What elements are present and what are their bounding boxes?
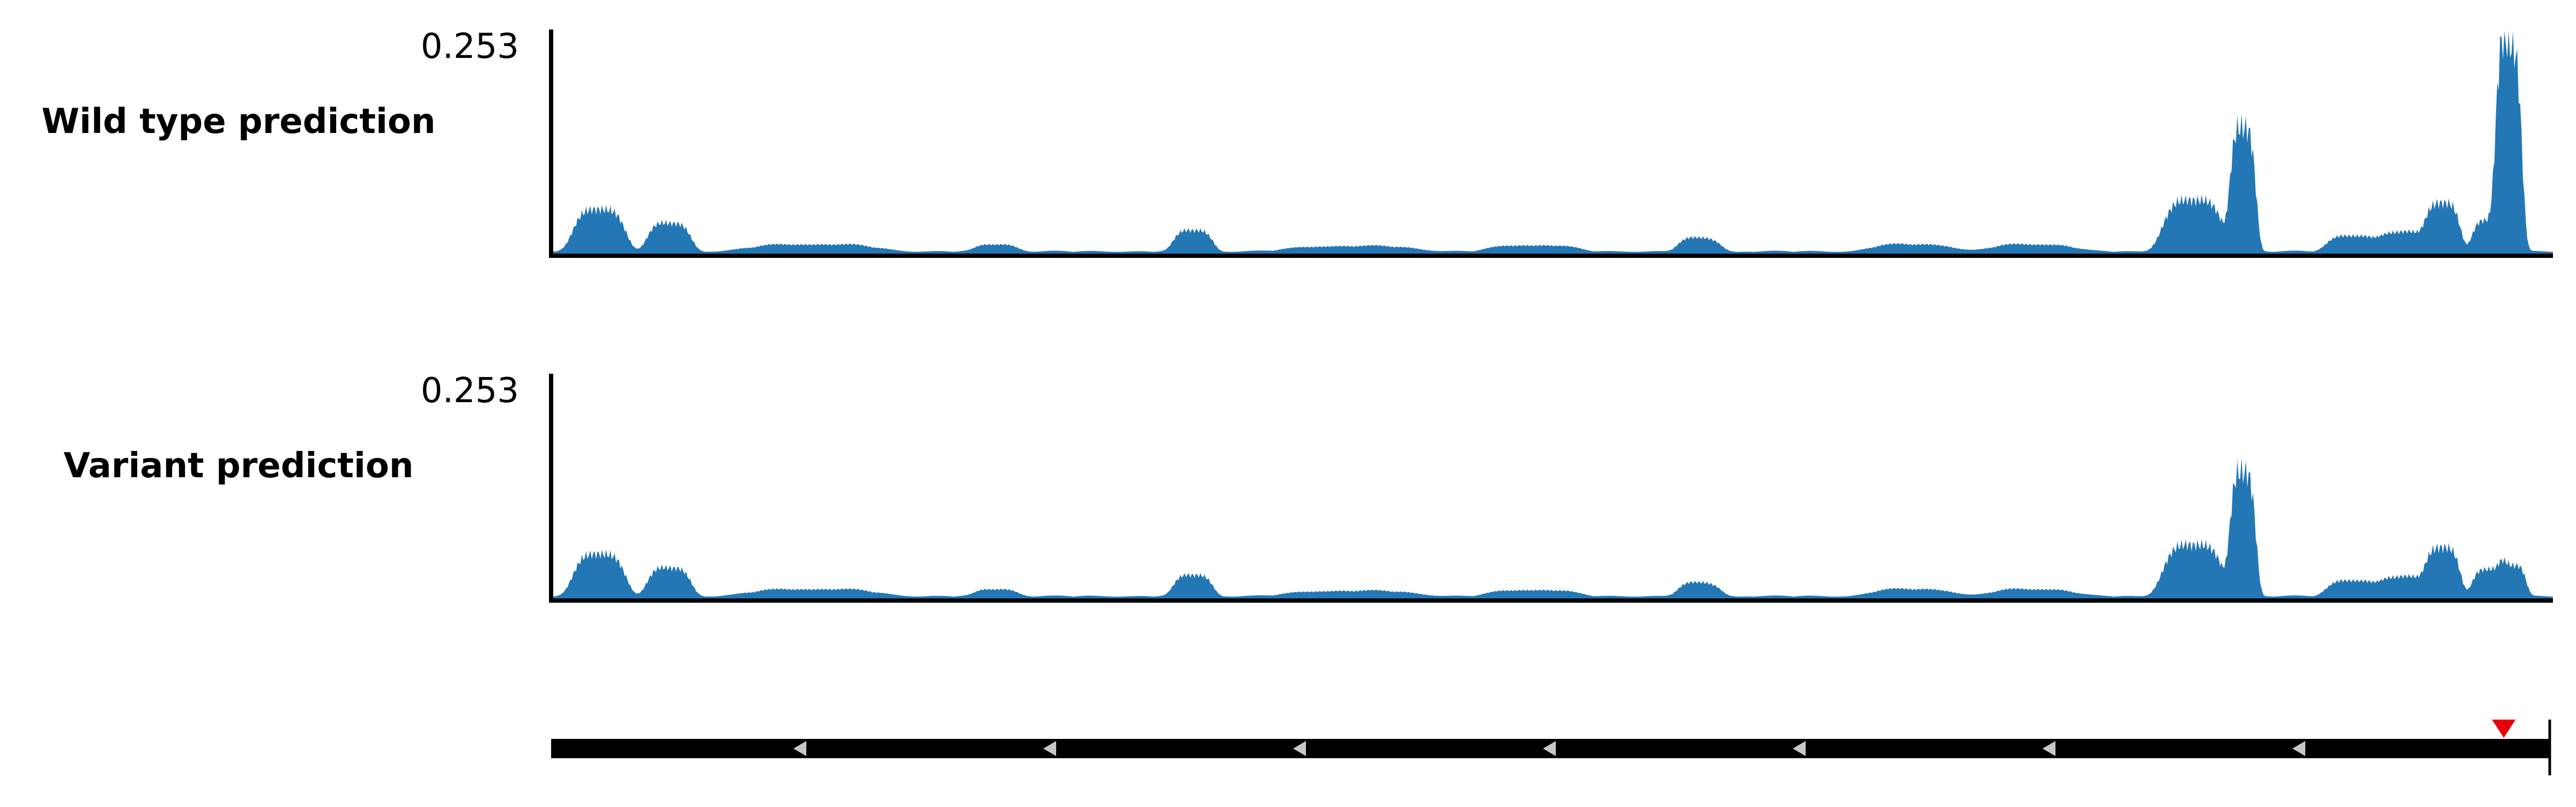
strand-arrow	[1793, 741, 1806, 756]
variant-ymax-label: 0.253	[421, 371, 519, 411]
variant-marker	[2492, 720, 2516, 738]
variant-signal-area	[553, 457, 2553, 598]
strand-arrow	[1543, 741, 1556, 756]
strand-arrow	[2043, 741, 2055, 756]
variant-track: Variant prediction 0.253	[64, 371, 2553, 603]
gene-track	[551, 720, 2551, 775]
wildtype-track: Wild type prediction 0.253	[42, 27, 2553, 258]
wildtype-track-title: Wild type prediction	[42, 102, 436, 142]
strand-arrow	[1293, 741, 1306, 756]
strand-arrow	[2292, 741, 2305, 756]
strand-arrow	[1043, 741, 1056, 756]
strand-arrow	[793, 741, 806, 756]
variant-track-title: Variant prediction	[64, 446, 414, 486]
wildtype-ymax-label: 0.253	[421, 27, 519, 66]
